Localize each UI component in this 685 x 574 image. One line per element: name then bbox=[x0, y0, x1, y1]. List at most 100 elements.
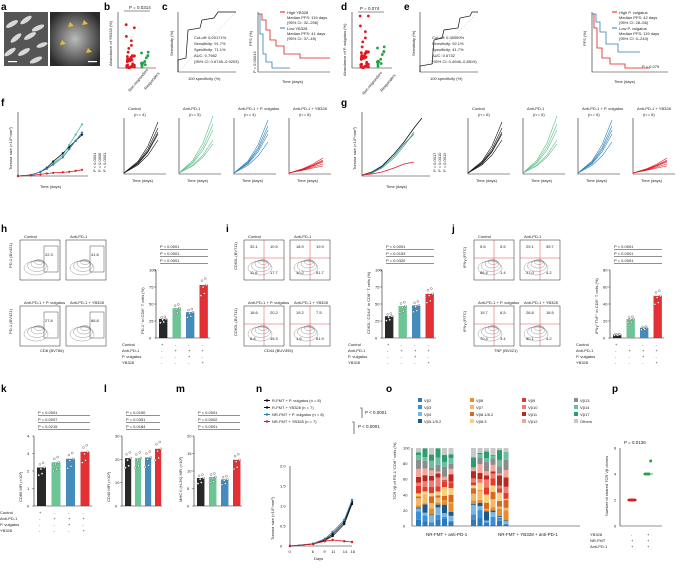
bar-dot bbox=[200, 279, 204, 282]
e-roc-xlabel: 100 specificity (%) bbox=[430, 76, 463, 81]
o-segment bbox=[429, 475, 434, 481]
o-ytick: 0 bbox=[403, 524, 406, 529]
f-series-point bbox=[80, 123, 84, 126]
flow-contour bbox=[80, 325, 90, 331]
bar-dot bbox=[68, 459, 72, 462]
o-segment bbox=[477, 489, 483, 491]
bar-dot bbox=[66, 467, 69, 470]
o-segment bbox=[442, 487, 447, 496]
j-yaxis-top: IFNγ (FITC) bbox=[462, 246, 467, 268]
treatment-label: Anti-PD-1 bbox=[0, 516, 18, 521]
o-segment bbox=[435, 507, 441, 515]
bar-pvalue: P < 0.0001 bbox=[198, 424, 218, 429]
o-segment bbox=[490, 499, 496, 508]
bar-dot bbox=[159, 447, 163, 450]
e-km-pvalue: P = 0.075 bbox=[642, 64, 660, 69]
o-segment bbox=[497, 508, 502, 516]
subplot-title: Anti-PD-1 bbox=[183, 106, 201, 111]
e-km-leg-1: Median PFS: 42 days bbox=[619, 15, 657, 20]
o-segment bbox=[448, 481, 454, 483]
o-legend-swatch bbox=[522, 412, 526, 416]
responder-dot bbox=[376, 64, 380, 68]
bar-dot bbox=[632, 317, 635, 321]
subplot-xlabel: Time (days) bbox=[132, 178, 154, 183]
treatment-sign: + bbox=[188, 348, 191, 353]
o-segment bbox=[490, 524, 496, 526]
n-legend-label: NR-FMT + P. vulgatus (n = 8) bbox=[272, 412, 325, 417]
treatment-sign: + bbox=[175, 348, 178, 353]
treatment-sign: - bbox=[68, 510, 70, 515]
subplot-xlabel: Time (days) bbox=[242, 178, 264, 183]
k-bar-chart: 0 1 2 3 4 P < 0.0001 P = 0.0007 P = 0.0215 CD86 … bbox=[0, 410, 92, 533]
subplot-title: Anti-PD-1 + YB328 bbox=[293, 106, 328, 111]
n-legend-marker bbox=[265, 413, 269, 416]
responder-dot bbox=[376, 62, 380, 66]
subplot-trace bbox=[123, 121, 159, 174]
panel-i: i Control 32.1 10.5 11.6 17.7 Anti-PD-1 18.9 19… bbox=[226, 224, 436, 365]
o-segment bbox=[435, 495, 441, 498]
e-km-leg-4: Median PFS: 119 days bbox=[619, 31, 659, 36]
flow-box bbox=[65, 239, 107, 281]
bar-dot bbox=[69, 465, 73, 468]
bar-dot bbox=[67, 453, 70, 457]
n-xtick: 6 bbox=[312, 549, 315, 554]
flow-gate bbox=[89, 311, 105, 339]
bar-ytick-label: 30 bbox=[115, 434, 120, 439]
o-segment bbox=[429, 493, 434, 497]
bar-dot bbox=[139, 457, 143, 460]
c-roc-ylabel: Sensitivity (%) bbox=[169, 30, 174, 56]
o-segment bbox=[490, 507, 496, 511]
bar-dot bbox=[157, 456, 160, 460]
o-segment bbox=[448, 454, 454, 459]
bacteria-cells-left bbox=[3, 15, 48, 64]
e-km-low bbox=[592, 13, 640, 53]
o-segment bbox=[422, 448, 428, 458]
o-segment bbox=[484, 511, 489, 521]
responder-dot bbox=[379, 57, 383, 61]
flow-gate bbox=[43, 311, 59, 339]
flow-gate-value: 22.3 bbox=[45, 252, 54, 257]
nonresponder-dot bbox=[359, 51, 363, 55]
arrow-markers bbox=[60, 20, 92, 53]
f-series-point bbox=[61, 171, 64, 174]
i-yaxis-top: CD62L (BV711) bbox=[233, 242, 238, 270]
o-segment bbox=[477, 482, 483, 490]
flow-contour bbox=[488, 325, 498, 331]
o-segment bbox=[448, 458, 454, 464]
o-segment bbox=[422, 468, 428, 476]
subplot-title: Anti-PD-1 + P. vulgatus bbox=[582, 106, 623, 111]
flow-contour bbox=[534, 325, 544, 331]
bar-ytick-label: 100 bbox=[149, 268, 156, 273]
bar-dot bbox=[414, 305, 417, 308]
flow-contour bbox=[23, 260, 49, 276]
bar-dot bbox=[126, 458, 129, 462]
flow-quadrant-value: 1.6 bbox=[296, 336, 302, 341]
i-xaxis: CD44 (BUV395) bbox=[264, 348, 294, 353]
o-segment bbox=[429, 514, 434, 516]
p-row-sign: + bbox=[631, 544, 634, 549]
o-segment bbox=[503, 520, 509, 522]
bar bbox=[640, 327, 649, 338]
o-ytick: 80 bbox=[403, 461, 408, 466]
o-segment bbox=[429, 503, 434, 509]
subplot-trace bbox=[522, 129, 558, 174]
n-ytick: 1.5 bbox=[280, 484, 286, 489]
bar-dot bbox=[52, 469, 55, 473]
treatment-sign: - bbox=[175, 360, 177, 365]
bar-dot bbox=[237, 453, 240, 456]
c-km-leg-4: Median PFS: 41 days bbox=[287, 31, 325, 36]
f-subplots: Control(n = 4)Time (days)Anti-PD-1(n = 5… bbox=[123, 106, 331, 183]
bar-dot bbox=[645, 326, 649, 329]
o-segment bbox=[416, 485, 421, 494]
o-legend-label: Vβ12 bbox=[528, 419, 538, 424]
o-legend-swatch bbox=[418, 398, 422, 402]
treatment-sign: - bbox=[161, 348, 163, 353]
o-segment bbox=[484, 522, 489, 524]
p-ytick: 4 bbox=[614, 472, 617, 477]
flow-quadrant-value: 20.2 bbox=[270, 310, 279, 315]
bar-ytick-label: 40 bbox=[603, 302, 608, 307]
responder-dot bbox=[140, 65, 144, 69]
o-legend-label: Vβ2 bbox=[424, 398, 432, 403]
o-segment bbox=[422, 504, 428, 513]
bar-dot bbox=[225, 475, 228, 478]
